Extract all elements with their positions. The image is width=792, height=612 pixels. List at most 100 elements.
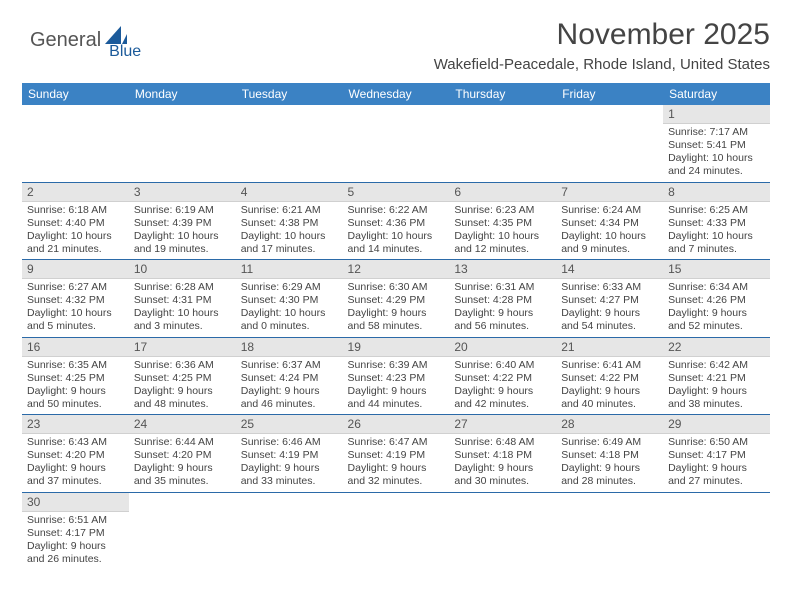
day-details: Sunrise: 6:36 AMSunset: 4:25 PMDaylight:… <box>129 357 236 415</box>
calendar-cell: .. <box>129 105 236 182</box>
sunset-text: Sunset: 4:25 PM <box>134 372 231 385</box>
sunrise-text: Sunrise: 6:27 AM <box>27 281 124 294</box>
daylight-text: Daylight: 10 hours and 9 minutes. <box>561 230 658 256</box>
daylight-text: Daylight: 10 hours and 19 minutes. <box>134 230 231 256</box>
day-details: Sunrise: 6:23 AMSunset: 4:35 PMDaylight:… <box>449 202 556 260</box>
sunset-text: Sunset: 4:34 PM <box>561 217 658 230</box>
calendar-week-row: 23Sunrise: 6:43 AMSunset: 4:20 PMDayligh… <box>22 415 770 493</box>
calendar-cell: 15Sunrise: 6:34 AMSunset: 4:26 PMDayligh… <box>663 260 770 338</box>
sunrise-text: Sunrise: 6:34 AM <box>668 281 765 294</box>
daylight-text: Daylight: 10 hours and 24 minutes. <box>668 152 765 178</box>
day-number: 29 <box>663 415 770 434</box>
sunrise-text: Sunrise: 6:39 AM <box>348 359 445 372</box>
day-details: Sunrise: 6:49 AMSunset: 4:18 PMDaylight:… <box>556 434 663 492</box>
sunset-text: Sunset: 4:36 PM <box>348 217 445 230</box>
sunrise-text: Sunrise: 7:17 AM <box>668 126 765 139</box>
day-number: 27 <box>449 415 556 434</box>
daylight-text: Daylight: 9 hours and 50 minutes. <box>27 385 124 411</box>
sunset-text: Sunset: 4:18 PM <box>561 449 658 462</box>
sunrise-text: Sunrise: 6:50 AM <box>668 436 765 449</box>
sunrise-text: Sunrise: 6:19 AM <box>134 204 231 217</box>
daylight-text: Daylight: 9 hours and 35 minutes. <box>134 462 231 488</box>
daylight-text: Daylight: 9 hours and 28 minutes. <box>561 462 658 488</box>
daylight-text: Daylight: 10 hours and 21 minutes. <box>27 230 124 256</box>
sunrise-text: Sunrise: 6:24 AM <box>561 204 658 217</box>
day-details: Sunrise: 6:31 AMSunset: 4:28 PMDaylight:… <box>449 279 556 337</box>
day-number: 13 <box>449 260 556 279</box>
sunrise-text: Sunrise: 6:37 AM <box>241 359 338 372</box>
day-number: 26 <box>343 415 450 434</box>
calendar-cell: .. <box>236 492 343 569</box>
calendar-cell: 18Sunrise: 6:37 AMSunset: 4:24 PMDayligh… <box>236 337 343 415</box>
calendar-cell: 25Sunrise: 6:46 AMSunset: 4:19 PMDayligh… <box>236 415 343 493</box>
sunset-text: Sunset: 4:27 PM <box>561 294 658 307</box>
sunrise-text: Sunrise: 6:22 AM <box>348 204 445 217</box>
calendar-cell: 10Sunrise: 6:28 AMSunset: 4:31 PMDayligh… <box>129 260 236 338</box>
weekday-header: Friday <box>556 83 663 105</box>
day-number: 2 <box>22 183 129 202</box>
brand-part1: General <box>30 29 101 52</box>
calendar-week-row: 9Sunrise: 6:27 AMSunset: 4:32 PMDaylight… <box>22 260 770 338</box>
calendar-cell: 6Sunrise: 6:23 AMSunset: 4:35 PMDaylight… <box>449 182 556 260</box>
day-number: 3 <box>129 183 236 202</box>
sunset-text: Sunset: 5:41 PM <box>668 139 765 152</box>
calendar-cell: .. <box>129 492 236 569</box>
day-number: 11 <box>236 260 343 279</box>
sunset-text: Sunset: 4:40 PM <box>27 217 124 230</box>
daylight-text: Daylight: 10 hours and 3 minutes. <box>134 307 231 333</box>
day-number: 19 <box>343 338 450 357</box>
daylight-text: Daylight: 10 hours and 5 minutes. <box>27 307 124 333</box>
sunrise-text: Sunrise: 6:35 AM <box>27 359 124 372</box>
day-number: 16 <box>22 338 129 357</box>
day-details: Sunrise: 6:34 AMSunset: 4:26 PMDaylight:… <box>663 279 770 337</box>
sunrise-text: Sunrise: 6:51 AM <box>27 514 124 527</box>
calendar-cell: 24Sunrise: 6:44 AMSunset: 4:20 PMDayligh… <box>129 415 236 493</box>
calendar-cell: .. <box>236 105 343 182</box>
sunset-text: Sunset: 4:19 PM <box>348 449 445 462</box>
day-number: 15 <box>663 260 770 279</box>
calendar-cell: 21Sunrise: 6:41 AMSunset: 4:22 PMDayligh… <box>556 337 663 415</box>
sunset-text: Sunset: 4:30 PM <box>241 294 338 307</box>
day-details: Sunrise: 6:43 AMSunset: 4:20 PMDaylight:… <box>22 434 129 492</box>
day-number: 9 <box>22 260 129 279</box>
day-details: Sunrise: 6:35 AMSunset: 4:25 PMDaylight:… <box>22 357 129 415</box>
calendar-cell: 27Sunrise: 6:48 AMSunset: 4:18 PMDayligh… <box>449 415 556 493</box>
day-details: Sunrise: 6:27 AMSunset: 4:32 PMDaylight:… <box>22 279 129 337</box>
daylight-text: Daylight: 9 hours and 30 minutes. <box>454 462 551 488</box>
calendar-cell: 11Sunrise: 6:29 AMSunset: 4:30 PMDayligh… <box>236 260 343 338</box>
sunset-text: Sunset: 4:28 PM <box>454 294 551 307</box>
sunset-text: Sunset: 4:25 PM <box>27 372 124 385</box>
daylight-text: Daylight: 9 hours and 54 minutes. <box>561 307 658 333</box>
calendar-cell: 29Sunrise: 6:50 AMSunset: 4:17 PMDayligh… <box>663 415 770 493</box>
calendar-cell: .. <box>343 105 450 182</box>
calendar-cell: 23Sunrise: 6:43 AMSunset: 4:20 PMDayligh… <box>22 415 129 493</box>
sunset-text: Sunset: 4:19 PM <box>241 449 338 462</box>
calendar-week-row: 2Sunrise: 6:18 AMSunset: 4:40 PMDaylight… <box>22 182 770 260</box>
day-number: 6 <box>449 183 556 202</box>
daylight-text: Daylight: 9 hours and 46 minutes. <box>241 385 338 411</box>
daylight-text: Daylight: 9 hours and 48 minutes. <box>134 385 231 411</box>
daylight-text: Daylight: 9 hours and 52 minutes. <box>668 307 765 333</box>
day-details: Sunrise: 6:50 AMSunset: 4:17 PMDaylight:… <box>663 434 770 492</box>
calendar-cell: 26Sunrise: 6:47 AMSunset: 4:19 PMDayligh… <box>343 415 450 493</box>
calendar-cell: 19Sunrise: 6:39 AMSunset: 4:23 PMDayligh… <box>343 337 450 415</box>
day-number: 8 <box>663 183 770 202</box>
day-details: Sunrise: 6:24 AMSunset: 4:34 PMDaylight:… <box>556 202 663 260</box>
calendar-cell: 28Sunrise: 6:49 AMSunset: 4:18 PMDayligh… <box>556 415 663 493</box>
sunset-text: Sunset: 4:20 PM <box>134 449 231 462</box>
sunrise-text: Sunrise: 6:48 AM <box>454 436 551 449</box>
sunset-text: Sunset: 4:33 PM <box>668 217 765 230</box>
calendar-cell: .. <box>556 105 663 182</box>
day-number: 14 <box>556 260 663 279</box>
sunset-text: Sunset: 4:35 PM <box>454 217 551 230</box>
sunrise-text: Sunrise: 6:49 AM <box>561 436 658 449</box>
sunset-text: Sunset: 4:32 PM <box>27 294 124 307</box>
day-details: Sunrise: 6:21 AMSunset: 4:38 PMDaylight:… <box>236 202 343 260</box>
day-number: 22 <box>663 338 770 357</box>
daylight-text: Daylight: 10 hours and 7 minutes. <box>668 230 765 256</box>
day-details: Sunrise: 6:46 AMSunset: 4:19 PMDaylight:… <box>236 434 343 492</box>
weekday-header: Saturday <box>663 83 770 105</box>
daylight-text: Daylight: 9 hours and 26 minutes. <box>27 540 124 566</box>
day-number: 7 <box>556 183 663 202</box>
day-details: Sunrise: 6:28 AMSunset: 4:31 PMDaylight:… <box>129 279 236 337</box>
